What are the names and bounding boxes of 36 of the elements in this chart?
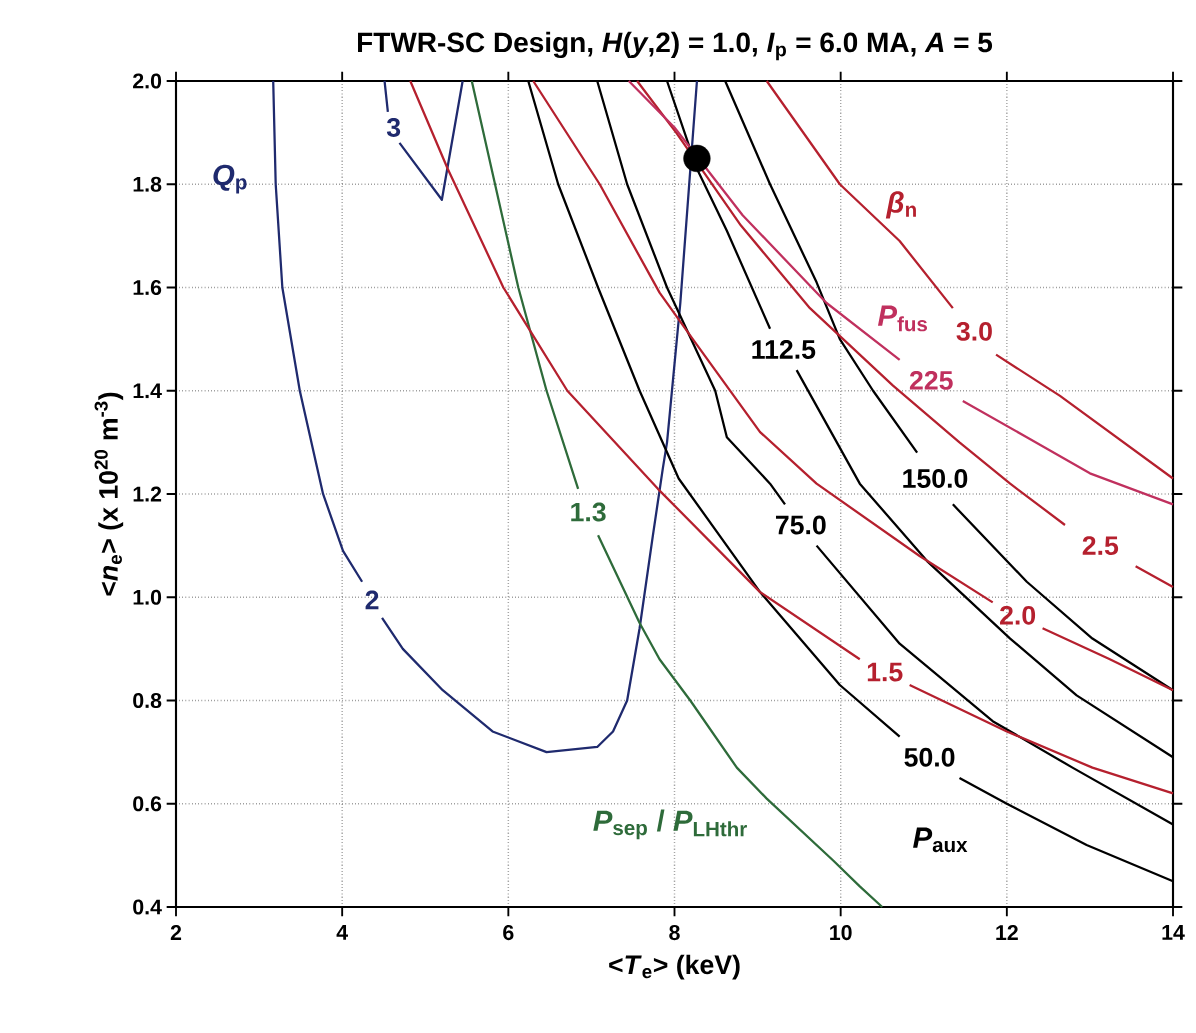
y-tick-label: 0.8 (133, 692, 162, 709)
x-axis-title: <T$_{e}$> (keV) (609, 954, 740, 980)
x-tick-label: 14 (1162, 925, 1185, 940)
series-label: 2.0 (1000, 605, 1036, 625)
x-tick-label: 6 (503, 925, 514, 941)
series-label: 3.0 (956, 321, 992, 341)
y-axis-title: <n$_{e}$> (x 10$^{20}$ m$^{-3}$) (94, 392, 124, 596)
x-tick-label: 8 (669, 925, 680, 941)
series-label: 225 (909, 370, 953, 390)
series-label: 75.0 (775, 515, 826, 535)
series-label: 150.0 (903, 469, 968, 488)
annotation: P$_{fus}$ (877, 305, 928, 332)
series-label: 112.5 (752, 340, 816, 359)
chart-title: FTWR-SC Design, H(y,2) = 1.0, I$_{p}$ = 6.0 MA, A = 5 (358, 31, 993, 61)
annotation: P$_{sep}$ / P$_{LHthr}$ (593, 809, 747, 840)
y-tick-label: 1.6 (133, 279, 162, 296)
series-label: 2.5 (1082, 536, 1119, 556)
series-label: 1.3 (571, 502, 606, 522)
y-tick-label: 1.8 (133, 176, 162, 192)
x-tick-label: 10 (830, 925, 852, 941)
y-tick-label: 0.4 (133, 899, 162, 915)
x-tick-label: 12 (996, 925, 1018, 940)
y-tick-label: 1.4 (133, 383, 162, 399)
y-tick-label: 0.6 (133, 796, 162, 812)
x-tick-label: 2 (170, 925, 182, 940)
y-tick-label: 1.2 (133, 486, 162, 502)
y-tick-label: 2.0 (133, 73, 162, 89)
series-label: 50.0 (904, 747, 955, 767)
series-label: 2 (365, 590, 379, 610)
annotation: Q$_{p}$ (213, 164, 247, 194)
y-tick-label: 1.0 (133, 589, 162, 605)
x-tick-label: 4 (336, 925, 348, 940)
series-label: 3 (386, 118, 401, 137)
annotation: P$_{aux}$ (913, 827, 968, 853)
annotation: β$_{n}$ (885, 191, 916, 219)
series-label: 1.5 (867, 662, 903, 682)
